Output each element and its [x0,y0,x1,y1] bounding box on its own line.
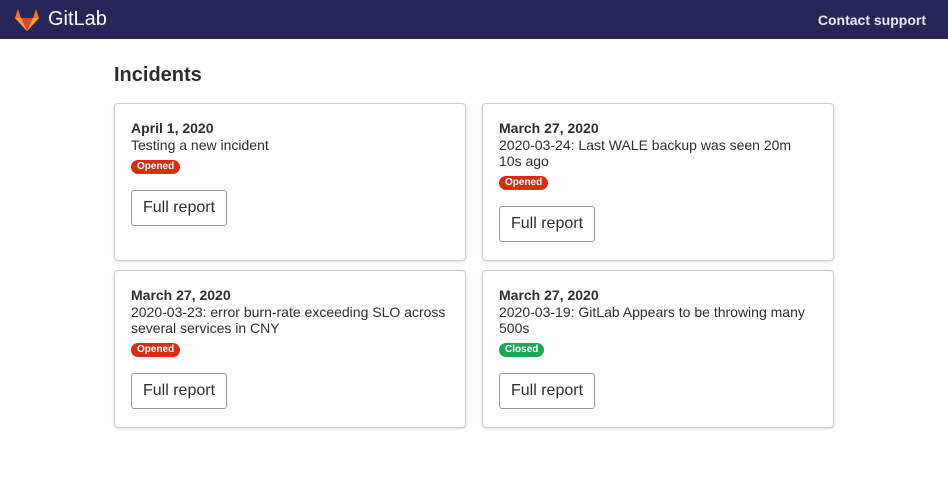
incident-title: Testing a new incident [131,137,269,153]
incident-card: March 27, 2020 2020-03-19: GitLab Appear… [482,270,834,428]
incident-card: March 27, 2020 2020-03-24: Last WALE bac… [482,103,834,261]
incident-date: March 27, 2020 [499,287,599,303]
brand-link[interactable]: GitLab [14,8,107,32]
status-badge: Opened [131,160,181,174]
full-report-button[interactable]: Full report [131,373,228,409]
incident-grid: April 1, 2020 Testing a new incident Ope… [114,103,834,428]
incidents-section: Incidents April 1, 2020 Testing a new in… [114,64,834,428]
status-badge: Opened [131,343,181,357]
gitlab-logo-icon [15,8,39,31]
incident-card: April 1, 2020 Testing a new incident Ope… [114,103,466,261]
full-report-button[interactable]: Full report [499,206,596,242]
incident-title: 2020-03-19: GitLab Appears to be throwin… [499,304,805,336]
contact-support-link[interactable]: Contact support [817,11,926,28]
incident-date: March 27, 2020 [499,120,599,136]
incident-date: March 27, 2020 [131,287,231,303]
incident-card: March 27, 2020 2020-03-23: error burn-ra… [114,270,466,428]
status-badge: Closed [499,343,545,357]
brand-name: GitLab [48,8,107,30]
full-report-button[interactable]: Full report [131,190,228,226]
status-badge: Opened [499,176,549,190]
incident-title: 2020-03-23: error burn-rate exceeding SL… [131,304,446,336]
top-bar: GitLab Contact support [0,0,948,39]
full-report-button[interactable]: Full report [499,373,596,409]
incident-title: 2020-03-24: Last WALE backup was seen 20… [499,137,792,169]
incident-date: April 1, 2020 [131,120,214,136]
page-title: Incidents [114,64,202,86]
